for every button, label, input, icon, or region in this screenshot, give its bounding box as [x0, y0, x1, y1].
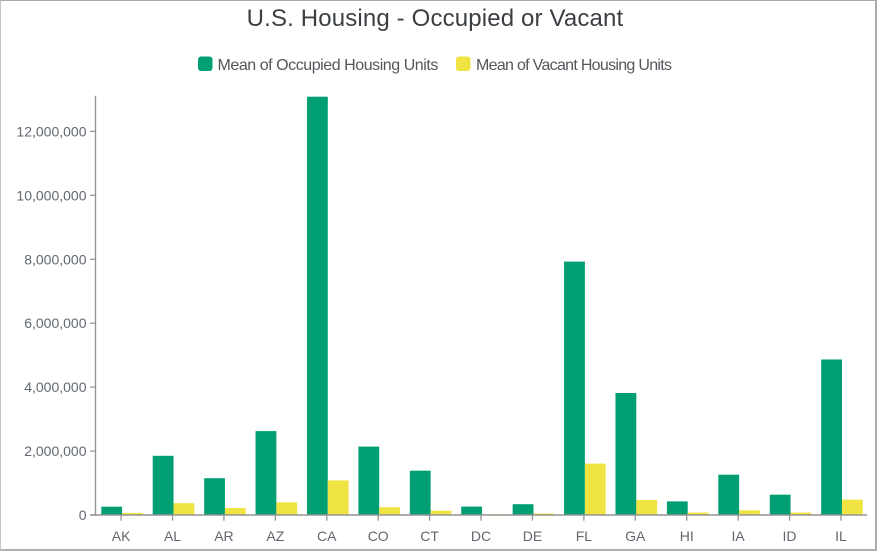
svg-text:CA: CA [317, 528, 337, 544]
svg-text:DC: DC [471, 528, 491, 544]
svg-text:ID: ID [783, 528, 797, 544]
svg-text:6,000,000: 6,000,000 [24, 315, 86, 331]
svg-text:U.S. Housing - Occupied or Vac: U.S. Housing - Occupied or Vacant [247, 5, 624, 32]
svg-text:HI: HI [680, 528, 694, 544]
svg-text:CT: CT [420, 528, 439, 544]
svg-text:AR: AR [214, 528, 233, 544]
svg-text:12,000,000: 12,000,000 [16, 123, 86, 139]
svg-text:4,000,000: 4,000,000 [24, 379, 86, 395]
svg-text:GA: GA [625, 528, 646, 544]
svg-text:10,000,000: 10,000,000 [16, 187, 86, 203]
svg-text:AL: AL [164, 528, 181, 544]
svg-text:2,000,000: 2,000,000 [24, 443, 86, 459]
svg-text:CO: CO [368, 528, 389, 544]
svg-text:Mean of Occupied Housing Units: Mean of Occupied Housing Units [218, 57, 439, 74]
svg-text:FL: FL [576, 528, 593, 544]
svg-text:0: 0 [79, 507, 87, 523]
svg-text:Mean of Vacant Housing Units: Mean of Vacant Housing Units [476, 57, 672, 74]
svg-text:IL: IL [835, 528, 847, 544]
svg-text:IA: IA [732, 528, 746, 544]
svg-text:AZ: AZ [266, 528, 284, 544]
svg-text:8,000,000: 8,000,000 [24, 251, 86, 267]
svg-text:AK: AK [112, 528, 131, 544]
svg-text:DE: DE [523, 528, 542, 544]
